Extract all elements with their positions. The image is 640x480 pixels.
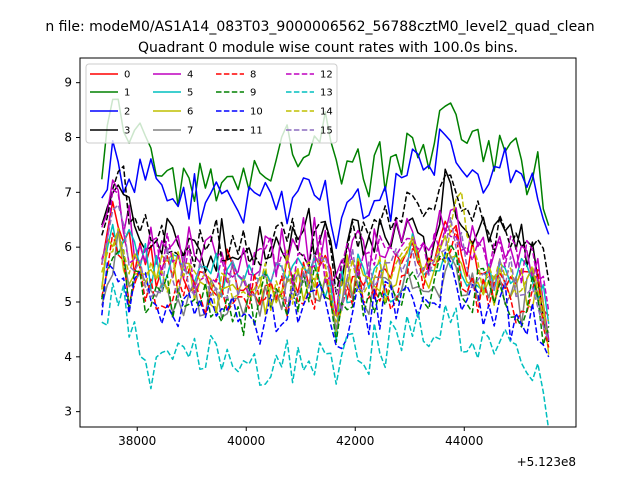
legend-frame — [85, 63, 338, 144]
y-tick-label: 4 — [64, 350, 72, 364]
x-tick-label: 42000 — [336, 434, 374, 448]
legend-label: 5 — [187, 88, 193, 99]
series-line-15 — [101, 204, 550, 341]
legend-label: 11 — [250, 126, 263, 137]
legend-label: 15 — [320, 126, 333, 137]
series-line-4 — [101, 179, 550, 340]
x-axis-ticks: 38000 40000 42000 44000 — [118, 427, 483, 448]
legend-label: 8 — [250, 70, 256, 81]
series-line-9 — [101, 243, 550, 346]
y-tick-label: 5 — [64, 295, 72, 309]
x-tick-label: 40000 — [227, 434, 265, 448]
legend-label: 4 — [187, 70, 193, 81]
legend-label: 13 — [320, 88, 333, 99]
legend-label: 14 — [320, 107, 333, 118]
series-line-14 — [101, 191, 550, 323]
legend-label: 1 — [124, 88, 130, 99]
x-tick-label: 38000 — [118, 434, 156, 448]
x-axis-offset-label: +5.123e8 — [517, 455, 576, 469]
y-tick-label: 7 — [64, 185, 72, 199]
legend-label: 3 — [124, 126, 130, 137]
y-tick-label: 9 — [64, 76, 72, 90]
legend-label: 10 — [250, 107, 263, 118]
chart-title: Quadrant 0 module wise count rates with … — [138, 40, 518, 56]
series-line-13 — [101, 282, 550, 427]
legend-label: 7 — [187, 126, 193, 137]
series-line-11 — [101, 165, 550, 296]
y-tick-label: 3 — [64, 405, 72, 419]
legend-label: 6 — [187, 107, 193, 118]
series-line-12 — [101, 188, 550, 316]
figure-suptitle: n file: modeM0/AS1A14_083T03_9000006562_… — [45, 19, 594, 35]
legend-label: 2 — [124, 107, 130, 118]
legend-label: 9 — [250, 88, 256, 99]
legend-label: 0 — [124, 70, 130, 81]
y-tick-label: 8 — [64, 131, 72, 145]
y-axis-ticks: 3 4 5 6 7 8 9 — [64, 76, 80, 419]
axes-frame — [79, 57, 577, 428]
series-lines — [101, 98, 550, 427]
legend-label: 12 — [320, 70, 333, 81]
x-tick-label: 44000 — [445, 434, 483, 448]
y-tick-label: 6 — [64, 240, 72, 254]
series-line-2 — [101, 128, 550, 250]
